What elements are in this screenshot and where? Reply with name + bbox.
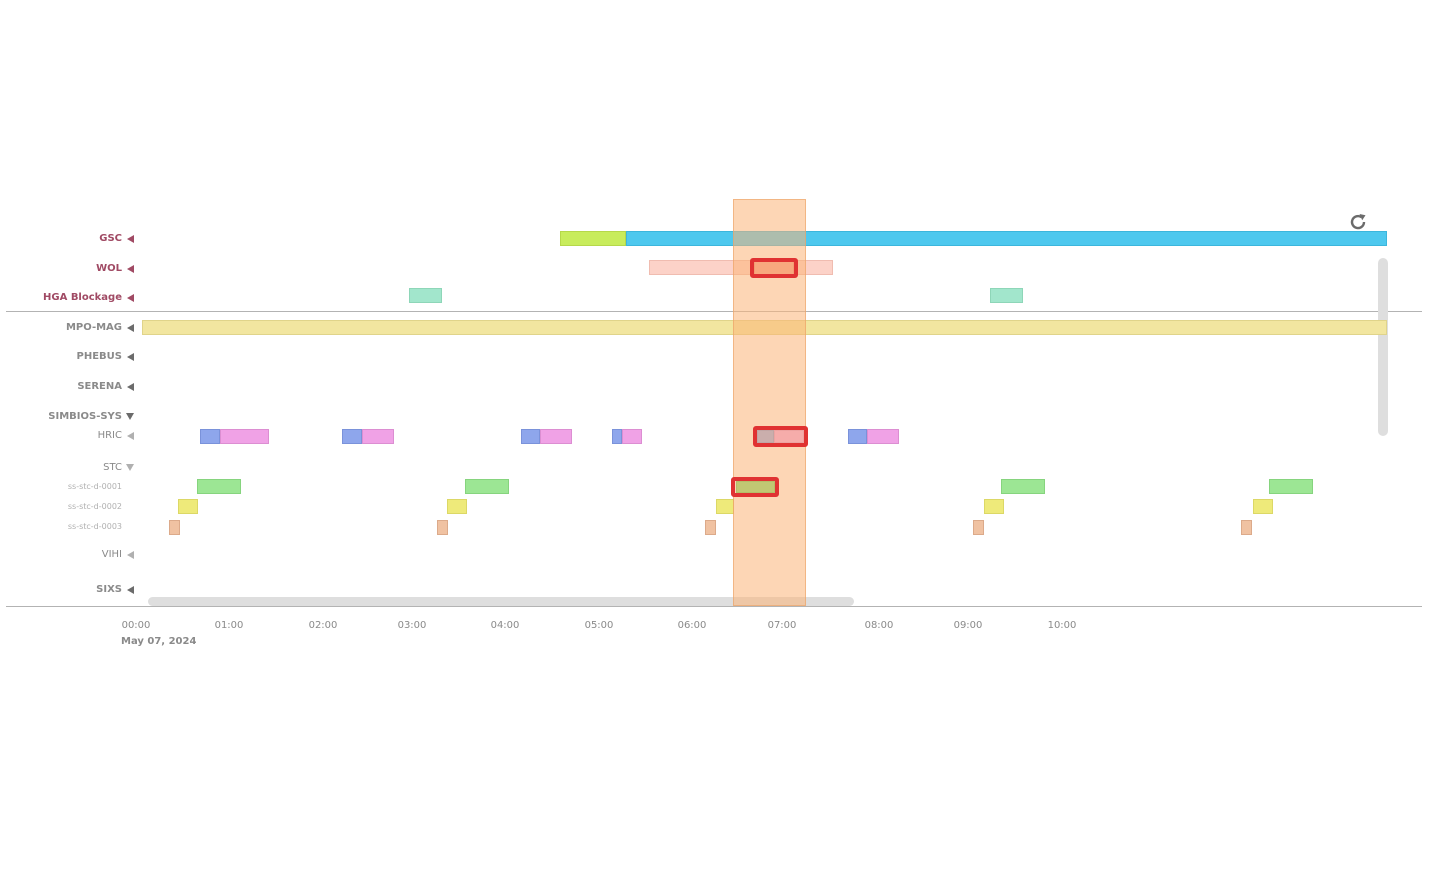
row-label-serena: SERENA [77, 381, 122, 392]
row-label-mpo-mag: MPO-MAG [65, 322, 122, 333]
collapse-stc-icon[interactable] [126, 464, 134, 471]
hric-event[interactable] [622, 429, 642, 444]
row-label-ss-stc-d-0001: ss-stc-d-0001 [67, 482, 122, 491]
hga-blockage-event[interactable] [990, 288, 1023, 303]
hric-event[interactable] [362, 429, 394, 444]
time-tick-label: 01:00 [214, 620, 244, 631]
stc-d-0003-event[interactable] [973, 520, 984, 535]
row-label-vihi: VIHI [101, 549, 122, 560]
stc-d-0001-event[interactable] [1269, 479, 1313, 494]
row-label-simbios-sys: SIMBIOS-SYS [48, 411, 122, 422]
time-tick-label: 05:00 [584, 620, 614, 631]
stc-d-0002-event[interactable] [716, 499, 734, 514]
expand-hric-icon[interactable] [127, 432, 134, 440]
expand-wol-icon[interactable] [127, 265, 134, 273]
stc-d-0003-event[interactable] [705, 520, 716, 535]
stc-d-0003-event[interactable] [437, 520, 448, 535]
row-label-hric: HRIC [97, 430, 122, 441]
expand-sixs-icon[interactable] [127, 586, 134, 594]
time-tick-label: 03:00 [397, 620, 427, 631]
row-label-ss-stc-d-0003: ss-stc-d-0003 [67, 522, 122, 531]
hric-event[interactable] [342, 429, 362, 444]
expand-serena-icon[interactable] [127, 383, 134, 391]
expand-phebus-icon[interactable] [127, 353, 134, 361]
stc-selected-event[interactable] [731, 477, 779, 497]
time-tick-label: 06:00 [677, 620, 707, 631]
stc-d-0002-event[interactable] [178, 499, 198, 514]
refresh-icon[interactable] [1347, 211, 1369, 233]
stc-d-0003-event[interactable] [1241, 520, 1252, 535]
collapse-simbios-sys-icon[interactable] [126, 413, 134, 420]
row-label-wol: WOL [96, 263, 122, 274]
stc-d-0001-event[interactable] [197, 479, 241, 494]
time-tick-label: 08:00 [864, 620, 894, 631]
hric-event[interactable] [521, 429, 540, 444]
hric-selected-event[interactable] [753, 426, 808, 447]
expand-vihi-icon[interactable] [127, 551, 134, 559]
stc-d-0001-event[interactable] [465, 479, 509, 494]
hric-event[interactable] [200, 429, 220, 444]
stc-d-0002-event[interactable] [447, 499, 467, 514]
time-tick-label: 02:00 [308, 620, 338, 631]
gsc-event[interactable] [560, 231, 626, 246]
hric-event[interactable] [540, 429, 572, 444]
row-label-sixs: SIXS [96, 584, 122, 595]
group-separator [6, 311, 1422, 312]
expand-mpo-mag-icon[interactable] [127, 324, 134, 332]
horizontal-scrollbar[interactable] [148, 597, 854, 606]
stc-d-0001-event[interactable] [1001, 479, 1045, 494]
row-label-phebus: PHEBUS [76, 351, 122, 362]
row-label-hga-blockage: HGA Blockage [43, 292, 122, 303]
hric-event[interactable] [612, 429, 622, 444]
row-label-stc: STC [103, 462, 122, 473]
gsc-event[interactable] [626, 231, 1387, 246]
vertical-scrollbar[interactable] [1378, 258, 1388, 436]
expand-hga-blockage-icon[interactable] [127, 294, 134, 302]
hric-event[interactable] [867, 429, 899, 444]
expand-gsc-icon[interactable] [127, 235, 134, 243]
time-tick-label: 07:00 [767, 620, 797, 631]
stc-d-0002-event[interactable] [1253, 499, 1273, 514]
hric-event[interactable] [220, 429, 269, 444]
time-tick-label: 10:00 [1047, 620, 1077, 631]
row-label-gsc: GSC [99, 233, 122, 244]
axis-line [6, 606, 1422, 607]
axis-date: May 07, 2024 [121, 636, 197, 647]
row-label-ss-stc-d-0002: ss-stc-d-0002 [67, 502, 122, 511]
hric-event[interactable] [848, 429, 867, 444]
hga-blockage-event[interactable] [409, 288, 442, 303]
stc-d-0002-event[interactable] [984, 499, 1004, 514]
wol-selected-event[interactable] [750, 258, 798, 278]
time-tick-label: 00:00 [121, 620, 151, 631]
time-tick-label: 09:00 [953, 620, 983, 631]
selection-window[interactable] [733, 199, 806, 606]
time-tick-label: 04:00 [490, 620, 520, 631]
stc-d-0003-event[interactable] [169, 520, 180, 535]
